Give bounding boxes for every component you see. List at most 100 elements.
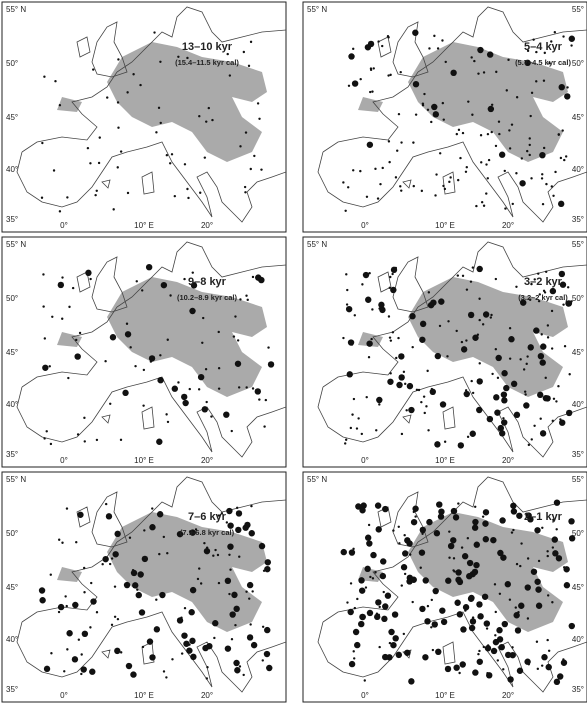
- site-dot: [456, 178, 460, 182]
- latitude-label: 45°: [572, 348, 584, 357]
- site-dot: [498, 151, 506, 158]
- site-dot: [429, 388, 436, 396]
- site-dot: [448, 180, 451, 184]
- site-dot: [485, 192, 488, 195]
- site-dot: [230, 638, 234, 641]
- site-dot: [205, 677, 209, 680]
- site-dot: [546, 550, 549, 553]
- site-dot: [186, 187, 189, 191]
- site-dot: [511, 646, 514, 649]
- site-dot: [135, 280, 138, 283]
- latitude-label: 50°: [6, 529, 18, 538]
- site-dot: [559, 281, 567, 288]
- site-dot: [554, 170, 557, 174]
- site-dot: [246, 298, 249, 302]
- site-dot: [266, 664, 273, 672]
- site-dot: [551, 536, 558, 543]
- site-dot: [176, 530, 184, 538]
- site-dot: [186, 56, 189, 60]
- site-dot: [232, 335, 236, 338]
- site-dot: [494, 348, 498, 351]
- site-dot: [365, 195, 369, 199]
- site-dot: [57, 538, 61, 541]
- site-dot: [537, 272, 540, 275]
- site-dot: [443, 440, 447, 443]
- site-dot: [94, 193, 97, 197]
- site-dot: [66, 196, 69, 199]
- site-dot: [206, 666, 209, 669]
- site-dot: [482, 71, 486, 74]
- site-dot: [513, 612, 520, 619]
- site-dot: [534, 527, 541, 534]
- site-dot: [486, 51, 494, 58]
- site-dot: [229, 611, 236, 618]
- site-dot: [398, 353, 405, 360]
- site-dot: [493, 583, 497, 586]
- site-dot: [375, 599, 382, 606]
- site-dot: [453, 570, 456, 573]
- site-dot: [421, 102, 425, 105]
- site-dot: [247, 64, 251, 68]
- site-dot: [369, 90, 372, 94]
- site-dot: [129, 346, 132, 349]
- site-dot: [134, 364, 137, 368]
- site-dot: [454, 599, 461, 606]
- site-dot: [503, 169, 506, 173]
- site-dot: [493, 394, 500, 401]
- site-dot: [541, 654, 548, 661]
- site-dot: [236, 339, 240, 342]
- site-dot: [460, 340, 464, 344]
- site-dot: [494, 409, 501, 416]
- site-dot: [176, 617, 184, 624]
- site-dot: [438, 508, 445, 515]
- site-dot: [467, 311, 475, 319]
- site-dot: [542, 79, 546, 82]
- site-dot: [375, 526, 382, 533]
- site-dot: [57, 610, 61, 614]
- site-dot: [346, 288, 349, 292]
- site-dot: [128, 536, 132, 539]
- site-dot: [550, 40, 553, 43]
- site-dot: [412, 510, 416, 514]
- site-dot: [422, 577, 429, 584]
- latitude-label: 45°: [6, 348, 18, 357]
- site-dot: [367, 356, 371, 359]
- site-dot: [108, 562, 112, 566]
- site-dot: [388, 336, 392, 339]
- site-dot: [348, 53, 355, 60]
- site-dot: [242, 673, 245, 677]
- site-dot: [434, 352, 442, 360]
- site-dot: [455, 329, 458, 333]
- site-dot: [112, 208, 115, 211]
- site-dot: [171, 658, 174, 661]
- site-dot: [183, 277, 186, 281]
- site-dot: [180, 652, 184, 655]
- site-dot: [65, 604, 68, 608]
- longitude-label: 20°: [502, 691, 514, 700]
- site-dot: [155, 131, 158, 134]
- site-dot: [353, 314, 356, 317]
- site-dot: [431, 648, 435, 652]
- latitude-label: 45°: [6, 113, 18, 122]
- site-dot: [183, 606, 187, 610]
- site-dot: [250, 641, 258, 649]
- longitude-label: 20°: [201, 221, 213, 230]
- site-dot: [248, 530, 255, 537]
- site-dot: [490, 536, 497, 544]
- site-dot: [352, 397, 356, 401]
- site-dot: [551, 601, 554, 604]
- site-dot: [494, 634, 497, 637]
- site-dot: [452, 514, 460, 521]
- site-dot: [390, 641, 397, 649]
- site-dot: [502, 668, 505, 671]
- site-dot: [359, 77, 362, 81]
- site-dot: [396, 381, 403, 389]
- site-dot: [489, 316, 492, 319]
- site-dot: [463, 390, 470, 398]
- site-dot: [190, 282, 198, 289]
- site-dot: [499, 430, 506, 437]
- site-dot: [459, 661, 466, 668]
- site-dot: [476, 378, 483, 385]
- site-dot: [355, 427, 359, 430]
- site-dot: [389, 73, 392, 77]
